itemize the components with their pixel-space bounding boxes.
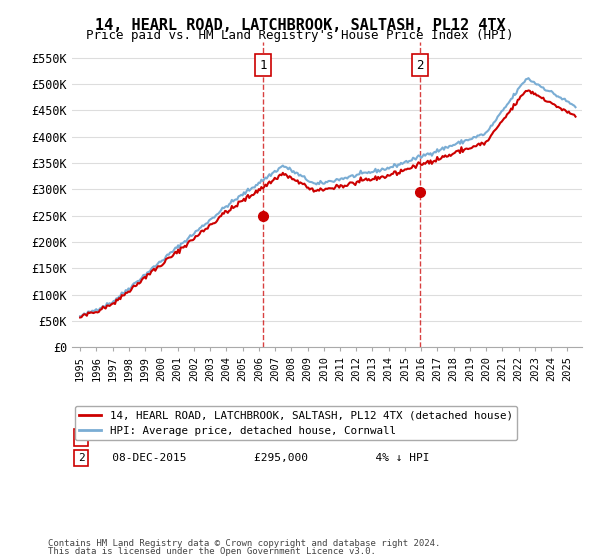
Text: 07-APR-2006          £250,000          5% ↓ HPI: 07-APR-2006 £250,000 5% ↓ HPI [92,432,430,442]
Text: 1: 1 [78,432,85,442]
Text: Price paid vs. HM Land Registry's House Price Index (HPI): Price paid vs. HM Land Registry's House … [86,29,514,42]
Text: 2: 2 [78,453,85,463]
Text: 14, HEARL ROAD, LATCHBROOK, SALTASH, PL12 4TX: 14, HEARL ROAD, LATCHBROOK, SALTASH, PL1… [95,18,505,33]
Text: 08-DEC-2015          £295,000          4% ↓ HPI: 08-DEC-2015 £295,000 4% ↓ HPI [92,453,430,463]
Text: This data is licensed under the Open Government Licence v3.0.: This data is licensed under the Open Gov… [48,547,376,556]
Text: 2: 2 [416,59,424,72]
Legend: 14, HEARL ROAD, LATCHBROOK, SALTASH, PL12 4TX (detached house), HPI: Average pri: 14, HEARL ROAD, LATCHBROOK, SALTASH, PL1… [75,406,517,440]
Text: 1: 1 [259,59,266,72]
Text: Contains HM Land Registry data © Crown copyright and database right 2024.: Contains HM Land Registry data © Crown c… [48,539,440,548]
